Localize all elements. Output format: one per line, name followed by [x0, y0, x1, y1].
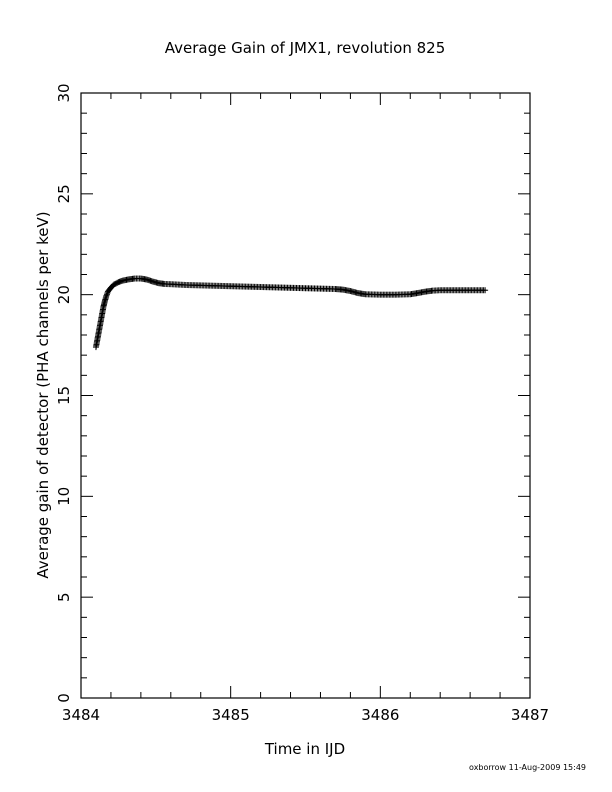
y-tick-label: 30 [55, 83, 73, 102]
x-tick-label: 3487 [511, 706, 549, 724]
y-tick-label: 10 [55, 487, 73, 506]
y-tick-label: 5 [55, 592, 73, 602]
x-tick-label: 3485 [212, 706, 250, 724]
x-axis-label: Time in IJD [264, 740, 345, 758]
plot-frame [80, 92, 531, 699]
chart-title: Average Gain of JMX1, revolution 825 [165, 39, 446, 57]
y-tick-label: 20 [55, 285, 73, 304]
x-tick-label: 3486 [361, 706, 399, 724]
footer-stamp: oxborrow 11-Aug-2009 15:49 [469, 763, 586, 772]
x-tick-labels: 3484 3485 3486 3487 [62, 706, 549, 724]
data-points [92, 275, 489, 351]
data-point [482, 287, 489, 294]
y-tick-label: 0 [55, 693, 73, 703]
x-tick-label: 3484 [62, 706, 100, 724]
y-axis-label: Average gain of detector (PHA channels p… [34, 211, 52, 578]
y-tick-label: 25 [55, 184, 73, 203]
axis-ticks [80, 92, 531, 699]
y-tick-labels: 0 5 10 15 20 25 30 [55, 83, 73, 702]
y-tick-label: 15 [55, 386, 73, 405]
